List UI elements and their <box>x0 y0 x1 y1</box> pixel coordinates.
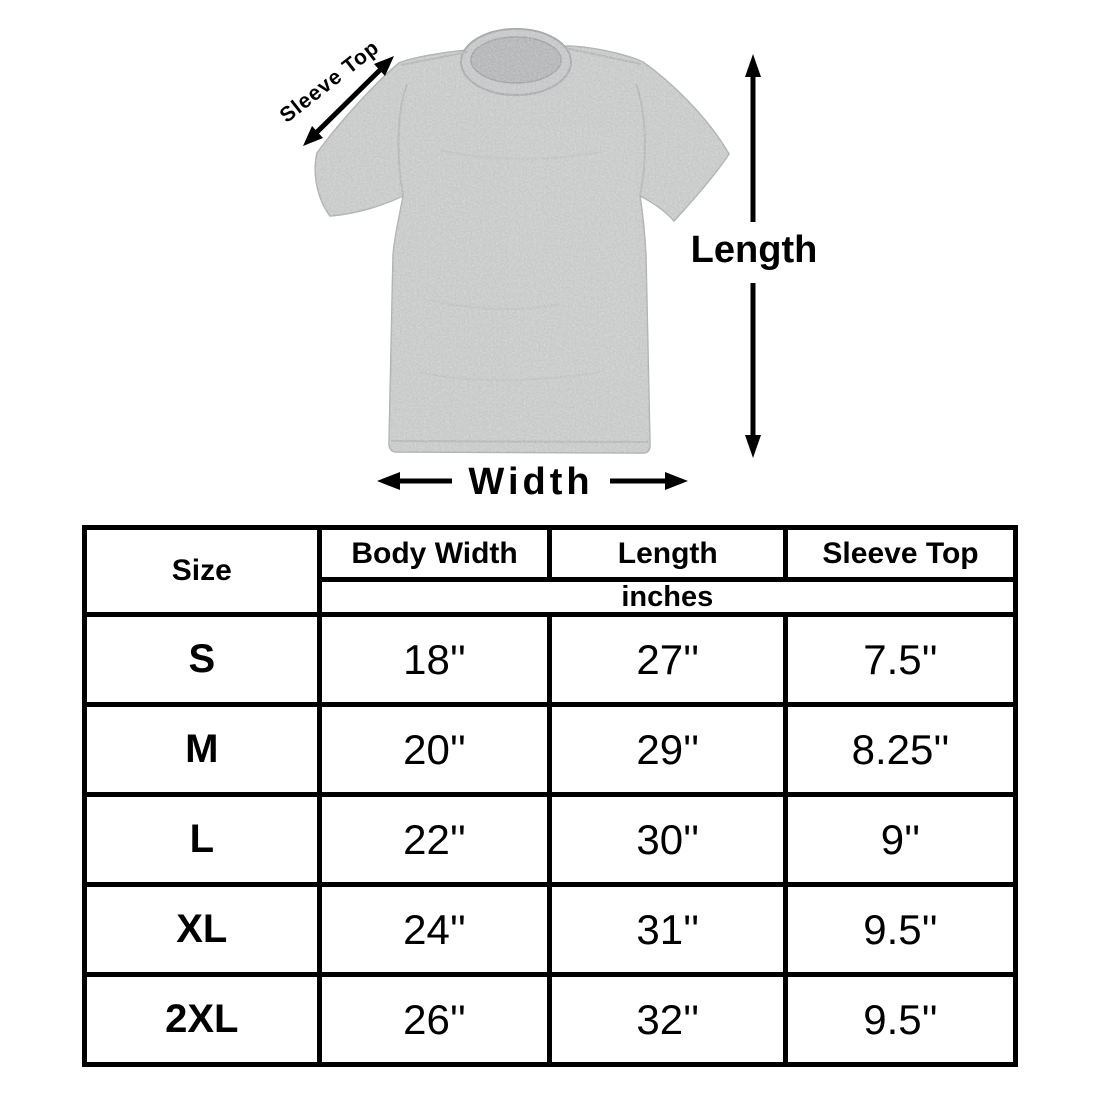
size-chart-table-wrap: Size Body Width Length Sleeve Top inches… <box>82 525 1019 1067</box>
size-cell: 2XL <box>82 972 322 1067</box>
size-cell: M <box>82 702 322 797</box>
length-arrow <box>745 54 761 458</box>
table-row-2xl: 2XL 26'' 32'' 9.5'' <box>82 972 1018 1067</box>
length-cell: 32'' <box>547 972 789 1067</box>
table-row-s: S 18'' 27'' 7.5'' <box>82 612 1018 707</box>
length-label: Length <box>690 229 818 271</box>
unit-row: inches <box>85 577 1019 617</box>
sleeve-top-arrow <box>303 56 394 146</box>
table-row-m: M 20'' 29'' 8.25'' <box>82 702 1018 797</box>
sleeve-top-cell: 9.5'' <box>783 882 1018 977</box>
width-arrow <box>377 472 688 490</box>
sleeve-top-cell: 8.25'' <box>783 702 1018 797</box>
column-header-length: Length <box>547 525 789 582</box>
length-cell: 27'' <box>547 612 789 707</box>
length-cell: 29'' <box>547 702 789 797</box>
sleeve-top-cell: 7.5'' <box>783 612 1018 707</box>
body-width-cell: 20'' <box>316 702 553 797</box>
width-label: Width <box>468 461 594 503</box>
column-header-body-width: Body Width <box>316 525 553 582</box>
header-row: Size Body Width Length Sleeve Top <box>82 525 1018 617</box>
length-cell: 30'' <box>547 792 789 887</box>
length-cell: 31'' <box>547 882 789 977</box>
size-cell: XL <box>82 882 322 977</box>
tshirt-illustration <box>314 28 730 454</box>
unit-header: inches <box>316 577 1019 617</box>
sleeve-top-cell: 9.5'' <box>783 972 1018 1067</box>
tshirt-diagram <box>303 28 761 490</box>
body-width-cell: 18'' <box>316 612 553 707</box>
column-header-sleeve-top: Sleeve Top <box>783 525 1018 582</box>
size-cell: S <box>82 612 322 707</box>
body-width-cell: 22'' <box>316 792 553 887</box>
heather-texture <box>315 29 729 453</box>
table-row-l: L 22'' 30'' 9'' <box>82 792 1018 887</box>
body-width-cell: 26'' <box>316 972 553 1067</box>
size-chart-table: Size Body Width Length Sleeve Top inches… <box>82 525 1019 1067</box>
body-width-cell: 24'' <box>316 882 553 977</box>
table-row-xl: XL 24'' 31'' 9.5'' <box>82 882 1018 977</box>
sleeve-top-cell: 9'' <box>783 792 1018 887</box>
column-header-size: Size <box>82 525 322 617</box>
size-cell: L <box>82 792 322 887</box>
